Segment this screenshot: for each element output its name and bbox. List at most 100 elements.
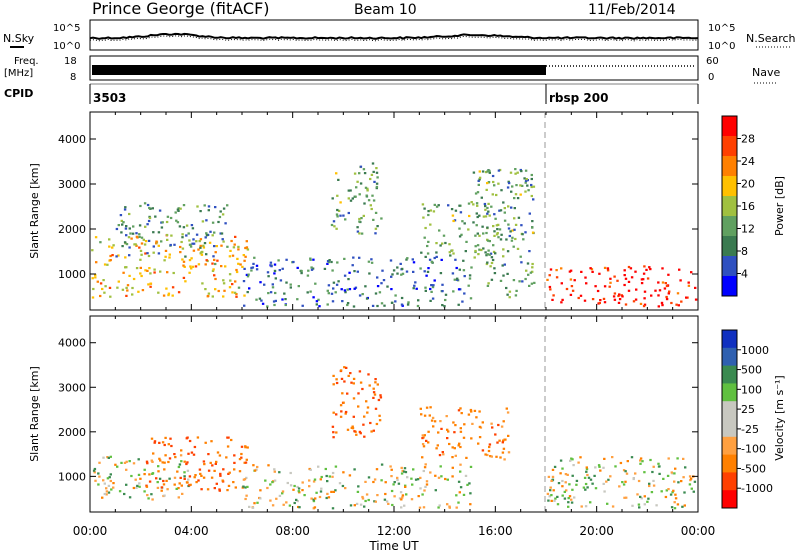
power-echo-cell — [488, 169, 491, 172]
power-echo-cell — [341, 300, 344, 303]
power-echo-cell — [520, 170, 523, 173]
power-echo-cell — [570, 285, 574, 288]
cpid-value: 3503 — [93, 91, 126, 105]
velocity-echo-cell — [153, 441, 156, 444]
velocity-echo-cell — [427, 430, 430, 433]
velocity-echo-cell — [460, 412, 463, 415]
velocity-echo-cell — [693, 480, 697, 483]
power-echo-cell — [358, 220, 361, 223]
power-echo-cell — [613, 275, 616, 278]
velocity-echo-cell — [400, 506, 403, 509]
power-echo-cell — [414, 281, 417, 284]
velocity-echo-cell — [563, 490, 566, 493]
power-echo-cell — [433, 279, 436, 282]
velocity-echo-cell — [156, 486, 160, 489]
power-echo-cell — [124, 227, 128, 230]
power-echo-cell — [426, 270, 430, 273]
velocity-echo-cell — [308, 479, 311, 482]
power-echo-cell — [486, 284, 490, 287]
velocity-echo-cell — [97, 483, 100, 486]
power-echo-cell — [117, 224, 120, 227]
velocity-echo-cell — [379, 394, 382, 397]
power-echo-cell — [510, 190, 513, 193]
power-echo-cell — [487, 282, 490, 285]
power-echo-cell — [312, 258, 315, 261]
power-echo-cell — [271, 286, 275, 289]
power-echo-cell — [180, 240, 183, 244]
velocity-echo-cell — [421, 493, 424, 496]
time-tick-label: 00:00 — [681, 524, 716, 538]
velocity-echo-cell — [648, 484, 651, 488]
velocity-echo-cell — [282, 503, 285, 506]
power-echo-cell — [528, 212, 531, 215]
velocity-echo-cell — [462, 493, 466, 496]
power-echo-cell — [458, 235, 462, 238]
velocity-echo-cell — [107, 484, 111, 487]
velocity-echo-cell — [107, 456, 110, 459]
power-echo-cell — [273, 272, 276, 275]
power-echo-cell — [135, 267, 139, 270]
power-echo-cell — [198, 240, 201, 243]
velocity-echo-cell — [256, 465, 259, 469]
power-echo-cell — [243, 294, 246, 297]
power-echo-cell — [203, 242, 207, 245]
power-echo-cell — [477, 179, 480, 182]
power-echo-cell — [153, 268, 156, 271]
velocity-echo-cell — [227, 484, 231, 487]
velocity-echo-cell — [213, 469, 216, 472]
velocity-echo-cell — [245, 458, 248, 461]
velocity-echo-cell — [411, 483, 414, 486]
power-echo-cell — [396, 266, 399, 269]
power-echo-cell — [424, 255, 427, 258]
power-echo-cell — [323, 267, 327, 270]
station-title: Prince George (fitACF) — [92, 0, 270, 18]
power-echo-cell — [447, 204, 450, 207]
velocity-echo-cell — [349, 504, 353, 507]
power-echo-cell — [300, 272, 303, 275]
velocity-echo-cell — [570, 501, 574, 504]
velocity-echo-cell — [190, 451, 194, 454]
power-echo-cell — [143, 243, 147, 246]
power-echo-cell — [247, 273, 250, 276]
power-echo-cell — [148, 216, 152, 220]
power-echo-cell — [160, 221, 163, 224]
velocity-echo-cell — [503, 458, 506, 461]
power-echo-cell — [618, 298, 622, 301]
power-echo-cell — [292, 260, 295, 264]
velocity-echo-cell — [326, 480, 329, 483]
power-echo-cell — [687, 281, 690, 284]
power-echo-cell — [205, 234, 209, 237]
power-echo-cell — [204, 288, 207, 291]
power-echo-cell — [211, 234, 214, 237]
velocity-echo-cell — [647, 497, 650, 500]
power-echo-cell — [390, 288, 393, 291]
velocity-echo-cell — [393, 495, 396, 498]
velocity-echo-cell — [340, 377, 344, 380]
power-echo-cell — [221, 238, 224, 241]
velocity-echo-cell — [639, 457, 643, 460]
velocity-echo-cell — [234, 486, 237, 489]
power-echo-cell — [372, 218, 375, 221]
power-echo-cell — [506, 250, 510, 253]
power-echo-cell — [432, 284, 435, 287]
power-echo-cell — [296, 266, 299, 269]
power-echo-cell — [163, 259, 166, 262]
power-echo-cell — [168, 256, 171, 259]
power-echo-cell — [495, 224, 499, 227]
velocity-echo-cell — [288, 504, 292, 507]
power-echo-cell — [406, 303, 410, 306]
power-echo-cell — [165, 233, 169, 237]
power-echo-cell — [152, 245, 155, 248]
power-echo-cell — [197, 248, 200, 251]
power-echo-cell — [496, 228, 499, 231]
power-echo-cell — [419, 267, 422, 270]
velocity-echo-cell — [451, 466, 454, 469]
power-echo-cell — [217, 220, 220, 224]
velocity-echo-cell — [230, 438, 233, 442]
power-echo-cell — [261, 302, 265, 305]
velocity-echo-cell — [153, 440, 157, 443]
time-tick-label: 08:00 — [275, 524, 310, 538]
power-echo-cell — [530, 185, 533, 189]
velocity-echo-cell — [331, 507, 335, 510]
